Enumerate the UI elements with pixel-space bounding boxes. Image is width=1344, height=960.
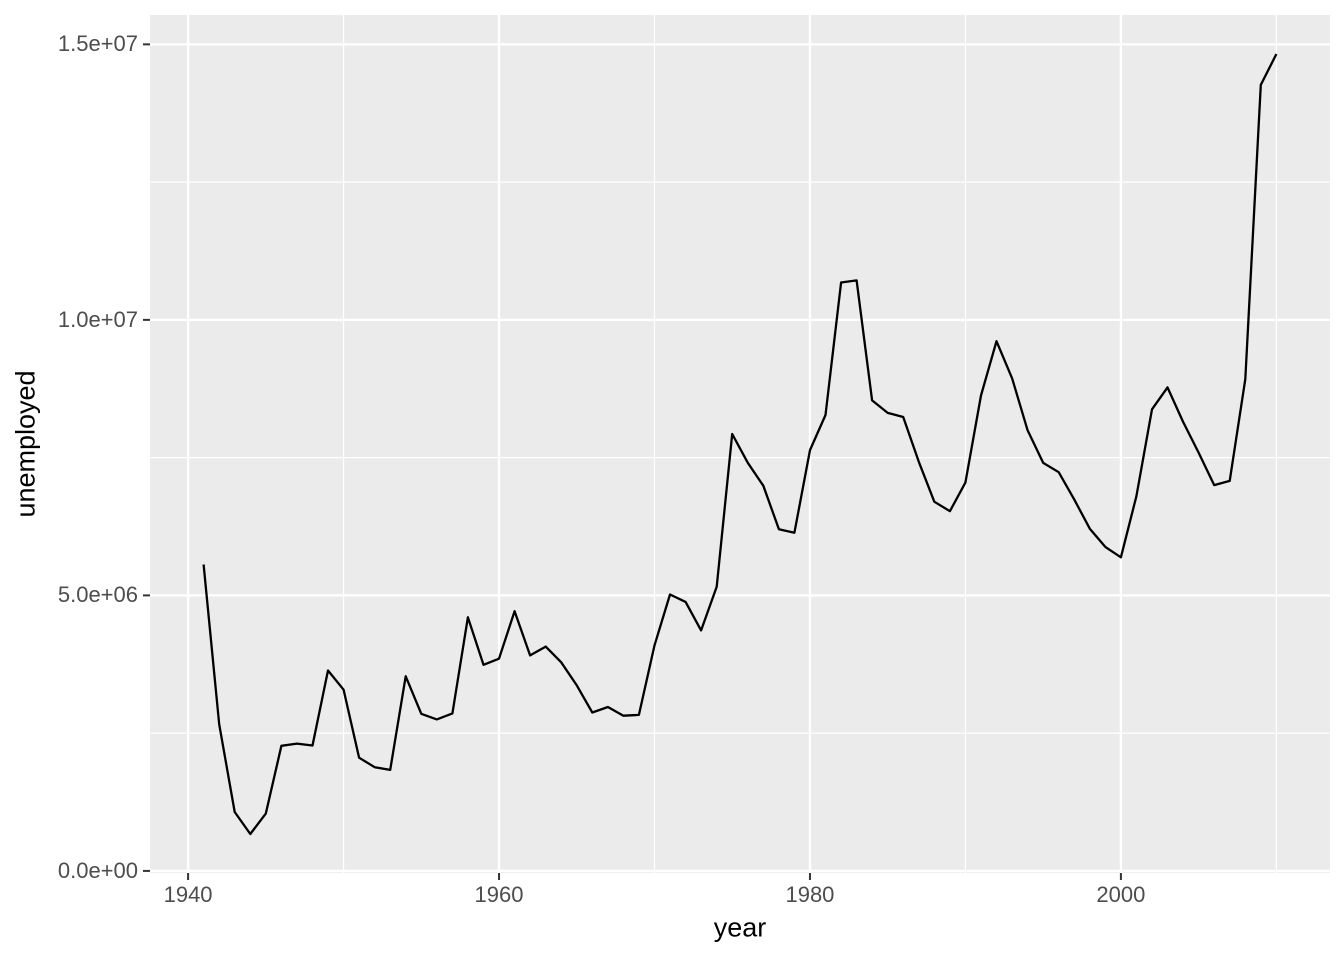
unemployed-line (202, 53, 1278, 836)
x-tick-label: 2000 (1096, 882, 1146, 907)
y-tick-label: 0.0e+00 (57, 857, 138, 883)
plot-panel (150, 15, 1330, 873)
y-tick-label: 1.5e+07 (57, 31, 138, 57)
y-tick-label: 5.0e+06 (57, 582, 138, 608)
x-tick-label: 1960 (474, 882, 524, 907)
y-tick-label: 1.0e+07 (57, 306, 138, 332)
y-axis-title: unemployed (10, 370, 41, 518)
x-tick-label: 1940 (163, 882, 213, 907)
x-axis-title: year (713, 912, 767, 943)
x-tick-label: 1980 (785, 882, 835, 907)
